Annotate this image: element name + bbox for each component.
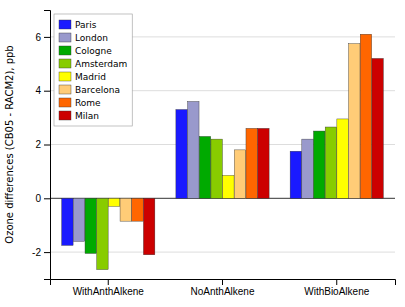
legend-label: Paris xyxy=(75,20,97,30)
y-tick-mark xyxy=(44,37,50,38)
bar xyxy=(143,198,154,254)
bar xyxy=(211,139,222,198)
bar xyxy=(360,34,371,198)
legend-swatch xyxy=(59,98,71,107)
bar xyxy=(199,136,210,198)
bar xyxy=(313,131,324,198)
x-axis: WithAnthAlkene NoAnthAlkene WithBioAlkene xyxy=(51,279,396,297)
x-axis-line xyxy=(51,280,396,286)
x-tick-label: NoAnthAlkene xyxy=(191,286,255,297)
legend-item: Paris xyxy=(59,20,97,30)
legend-swatch xyxy=(59,111,71,120)
legend-label: Madrid xyxy=(75,72,106,82)
y-tick: 6 xyxy=(35,32,50,43)
bar xyxy=(223,175,234,198)
bar xyxy=(120,198,131,221)
bar xyxy=(132,198,143,221)
bar xyxy=(337,119,348,198)
y-axis: -2 0 2 4 6 xyxy=(32,11,50,280)
legend-swatch xyxy=(59,20,71,29)
legend: Paris London Cologne Amsterdam Madrid Barcelo… xyxy=(54,14,132,126)
bar xyxy=(302,139,313,198)
y-tick-mark xyxy=(44,91,50,92)
bar xyxy=(62,198,73,245)
legend-item: Barcelona xyxy=(59,85,120,95)
bar xyxy=(325,127,336,198)
y-tick-label: 2 xyxy=(35,139,41,150)
y-axis-title: Ozone differences (CB05 - RACM2), ppb xyxy=(4,45,15,243)
y-tick-mark xyxy=(44,145,50,146)
bar xyxy=(176,110,187,199)
bar xyxy=(246,128,257,198)
y-tick: 0 xyxy=(35,193,50,204)
legend-item: Milan xyxy=(59,111,99,121)
y-tick-label: -2 xyxy=(32,247,41,258)
y-tick-label: 0 xyxy=(35,193,41,204)
bar xyxy=(258,128,269,198)
bar xyxy=(349,44,360,199)
legend-label: London xyxy=(75,33,108,43)
legend-swatch xyxy=(59,46,71,55)
legend-item: Rome xyxy=(59,98,101,108)
legend-swatch xyxy=(59,72,71,81)
legend-item: Madrid xyxy=(59,72,106,82)
bar xyxy=(73,198,84,241)
bar xyxy=(108,198,119,206)
bar xyxy=(97,198,108,269)
legend-swatch xyxy=(59,33,71,42)
chart-container: -2 0 2 4 6 WithAnthAlkene NoAnthAlkene WithBioA… xyxy=(0,0,405,307)
legend-swatch xyxy=(59,59,71,68)
legend-label: Milan xyxy=(75,111,99,121)
y-tick-mark xyxy=(44,252,50,253)
bar xyxy=(85,198,96,253)
x-tick: NoAnthAlkene xyxy=(191,279,255,297)
x-tick: WithAnthAlkene xyxy=(73,279,145,297)
y-tick: 2 xyxy=(35,139,50,150)
y-axis-line xyxy=(44,11,51,280)
x-tick: WithBioAlkene xyxy=(304,279,369,297)
legend-item: Cologne xyxy=(59,46,112,56)
y-tick-mark xyxy=(44,198,50,199)
bar xyxy=(290,151,301,198)
x-tick-label: WithBioAlkene xyxy=(304,286,369,297)
legend-item: London xyxy=(59,33,108,43)
x-tick-label: WithAnthAlkene xyxy=(73,286,145,297)
chart-svg: -2 0 2 4 6 WithAnthAlkene NoAnthAlkene WithBioA… xyxy=(0,0,405,307)
y-tick: 4 xyxy=(35,85,50,96)
x-tick-mark xyxy=(336,279,337,285)
plot-area: -2 0 2 4 6 WithAnthAlkene NoAnthAlkene WithBioA… xyxy=(32,11,395,298)
legend-label: Cologne xyxy=(75,46,112,56)
legend-label: Barcelona xyxy=(75,85,120,95)
legend-label: Rome xyxy=(75,98,101,108)
y-tick-label: 6 xyxy=(35,32,41,43)
bar xyxy=(372,58,383,198)
legend-label: Amsterdam xyxy=(75,59,127,69)
legend-item: Amsterdam xyxy=(59,59,127,69)
bar xyxy=(188,101,199,198)
x-tick-mark xyxy=(108,279,109,285)
x-tick-mark xyxy=(222,279,223,285)
legend-box xyxy=(54,14,132,126)
bar xyxy=(234,150,245,198)
y-tick-label: 4 xyxy=(35,85,41,96)
legend-swatch xyxy=(59,85,71,94)
y-tick: -2 xyxy=(32,247,50,258)
